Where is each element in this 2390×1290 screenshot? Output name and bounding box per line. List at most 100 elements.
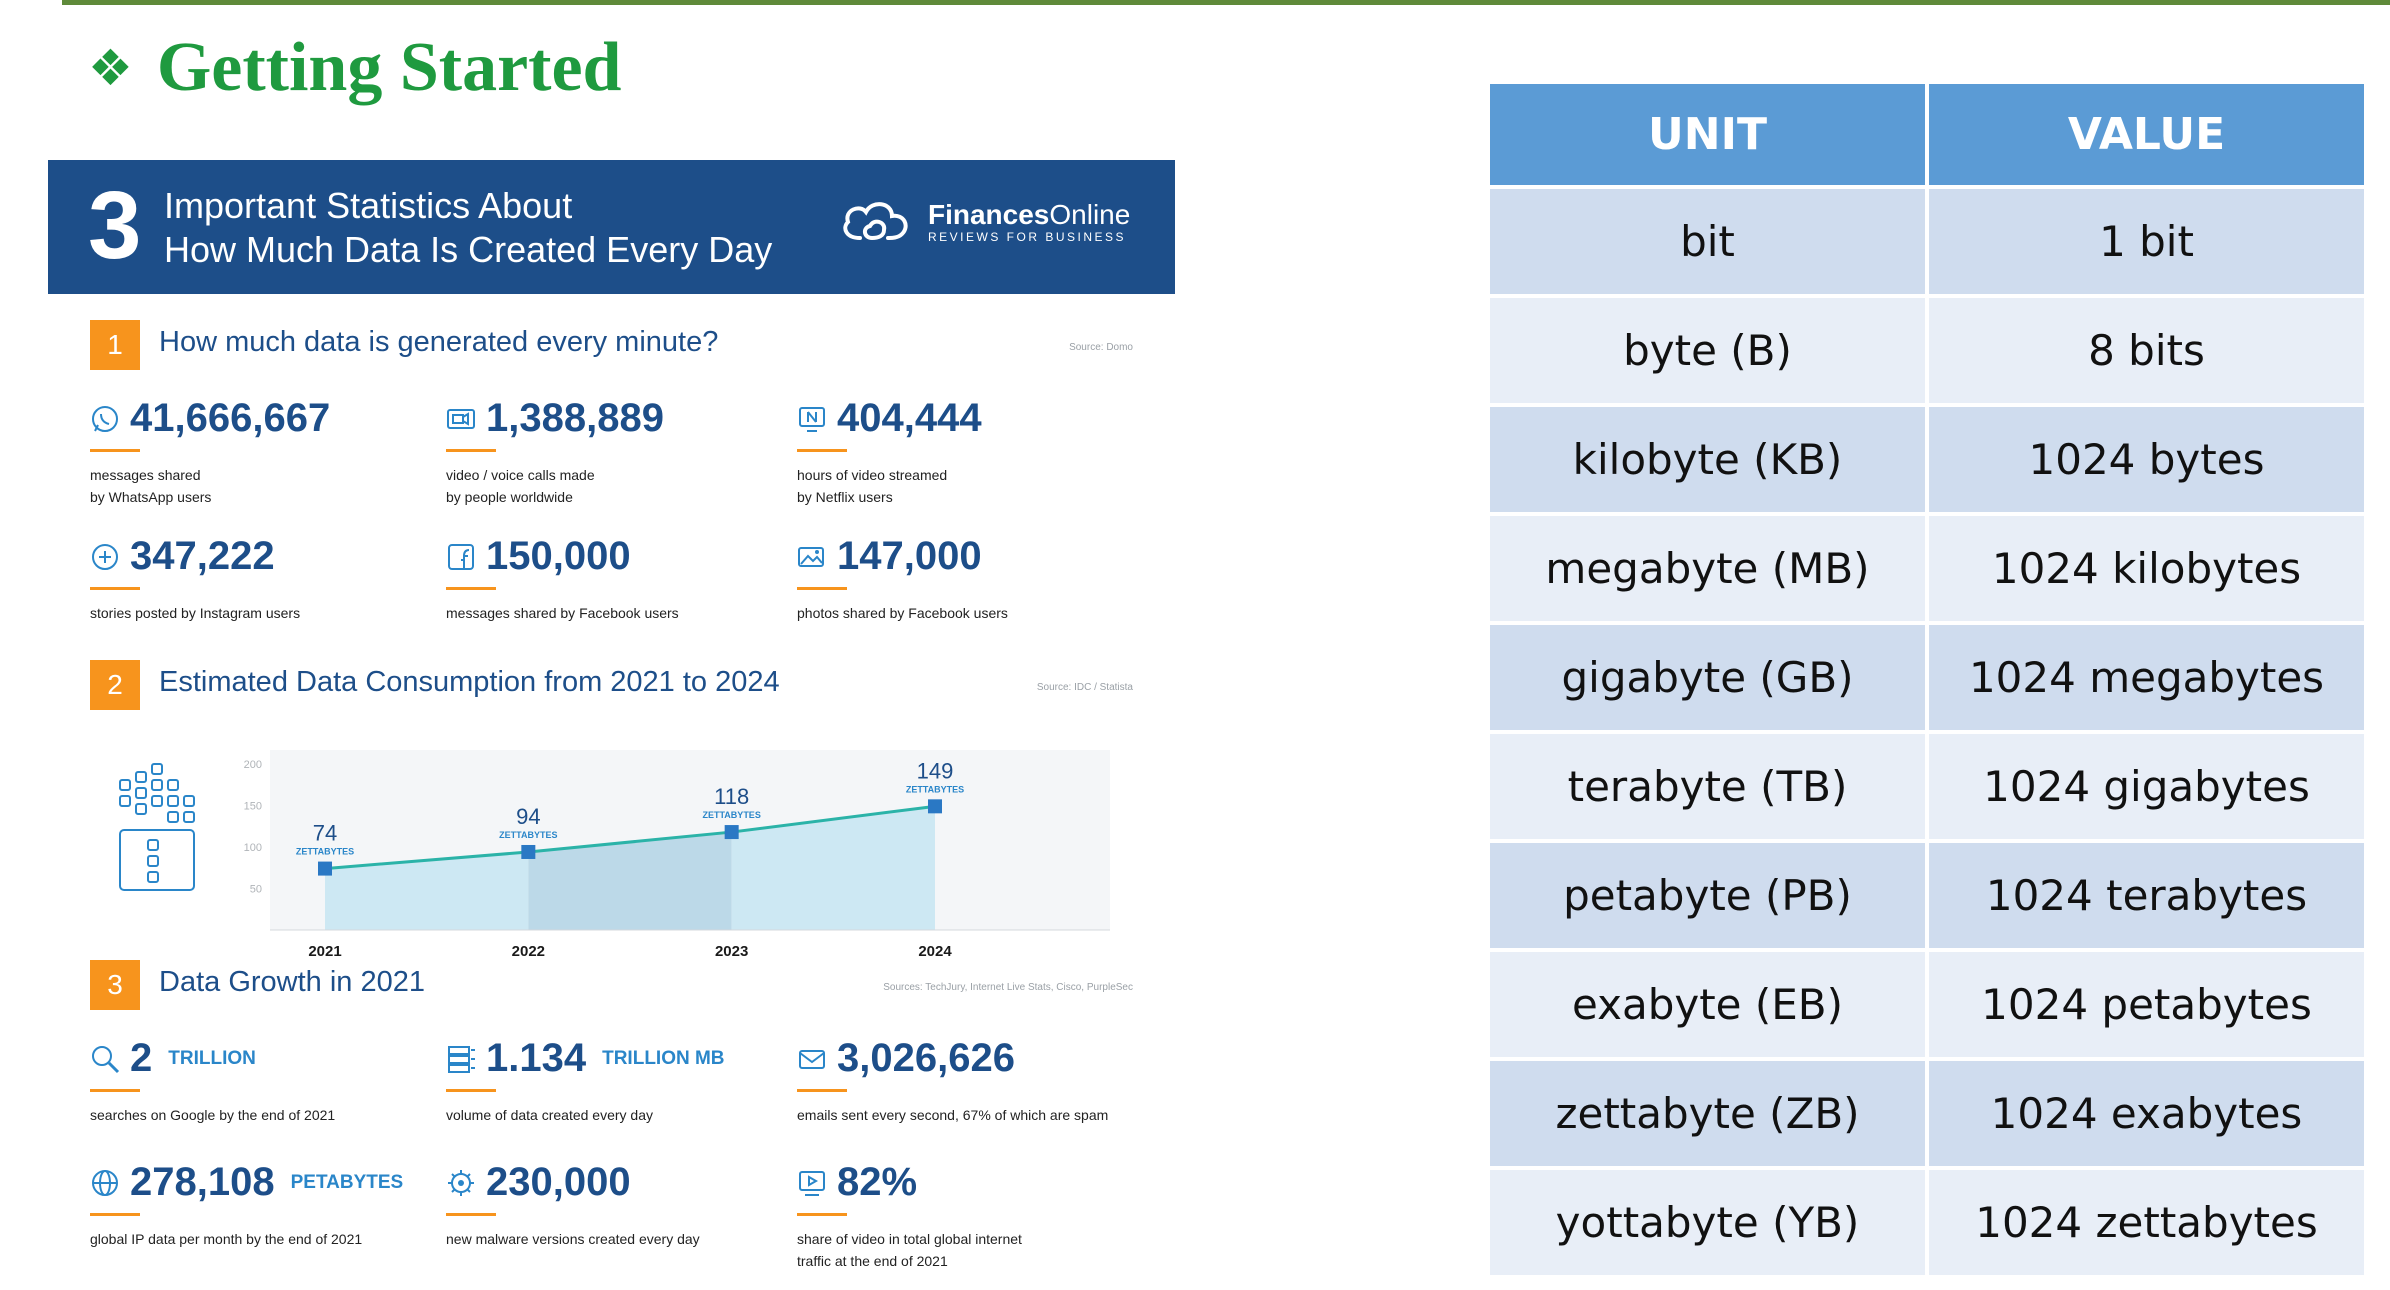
- data-units-table: UNIT VALUE bit 1 bit byte (B) 8 bits kilob…: [1486, 80, 2368, 1279]
- y-tick-label: 100: [244, 842, 262, 854]
- stat-label: photos shared by Facebook users: [797, 605, 1008, 621]
- stat-unit: TRILLION MB: [602, 1047, 725, 1069]
- slide-title: ❖ Getting Started: [88, 28, 621, 108]
- stat-underline: [797, 449, 847, 452]
- unit-cell: exabyte (EB): [1490, 952, 1925, 1057]
- stat-value: 147,000: [837, 534, 982, 578]
- stat-google-searches: 2 TRILLION searches on Google by the end …: [90, 1036, 430, 1126]
- stat-data-volume: 1.134 TRILLION MB volume of data created …: [446, 1036, 806, 1126]
- stat-label: global IP data per month by the end of 2…: [90, 1231, 363, 1247]
- section-number: 2: [90, 660, 140, 710]
- globe-icon: [92, 1169, 118, 1196]
- table-row: byte (B) 8 bits: [1490, 298, 2364, 403]
- y-tick-label: 150: [244, 801, 262, 813]
- value-cell: 8 bits: [1929, 298, 2364, 403]
- section-source: Source: IDC / Statista: [1036, 682, 1133, 693]
- stat-video-calls: 1,388,889 video / voice calls made by pe…: [446, 396, 786, 508]
- logo-tagline: REVIEWS FOR BUSINESS: [928, 230, 1127, 244]
- y-tick-label: 50: [250, 884, 262, 896]
- unit-cell: yottabyte (YB): [1490, 1170, 1925, 1275]
- plus-circle-icon: [92, 543, 118, 570]
- stat-value: 41,666,667: [130, 396, 331, 440]
- table-row: kilobyte (KB) 1024 bytes: [1490, 407, 2364, 512]
- section-number: 3: [90, 960, 140, 1010]
- header-title: Important Statistics About How Much Data…: [164, 184, 772, 272]
- virus-icon: [448, 1169, 474, 1196]
- stat-value: 278,108: [130, 1160, 275, 1204]
- section-minute-data: 1 How much data is generated every minut…: [90, 320, 1133, 790]
- y-tick-label: 200: [244, 759, 262, 771]
- stat-value: 3,026,626: [837, 1036, 1015, 1080]
- section-title: Data Growth in 2021: [159, 966, 425, 998]
- table-row: gigabyte (GB) 1024 megabytes: [1490, 625, 2364, 730]
- data-label: 94: [516, 804, 540, 829]
- section-title: How much data is generated every minute?: [159, 326, 719, 358]
- netflix-icon: [799, 406, 825, 432]
- video-call-icon: [447, 408, 475, 429]
- stat-value: 1,388,889: [486, 396, 664, 440]
- value-cell: 1024 kilobytes: [1929, 516, 2364, 621]
- cloud-logo-icon: [843, 202, 908, 240]
- stat-unit: TRILLION: [168, 1047, 256, 1069]
- stat-emails: 3,026,626 emails sent every second, 67% …: [797, 1036, 1137, 1126]
- stat-facebook-photos: 147,000 photos shared by Facebook users: [797, 534, 1137, 624]
- stat-underline: [446, 587, 496, 590]
- whatsapp-icon: [92, 405, 118, 432]
- unit-cell: bit: [1490, 189, 1925, 294]
- photo-icon: [798, 546, 824, 567]
- data-label-unit: ZETTABYTES: [702, 810, 760, 820]
- play-icon: [799, 1170, 825, 1196]
- x-tick-label: 2024: [918, 943, 952, 960]
- value-cell: 1 bit: [1929, 189, 2364, 294]
- infographic: 3 Important Statistics About How Much Da…: [48, 160, 1175, 1288]
- x-tick-label: 2021: [308, 943, 341, 960]
- stat-facebook-messages: 150,000 messages shared by Facebook user…: [446, 534, 786, 624]
- search-icon: [92, 1045, 120, 1073]
- value-cell: 1024 megabytes: [1929, 625, 2364, 730]
- stat-underline: [90, 449, 140, 452]
- section-source: Source: Domo: [1069, 342, 1133, 353]
- section-number: 1: [90, 320, 140, 370]
- stat-label: hours of video streamed by Netflix users: [797, 467, 948, 505]
- x-tick-label: 2022: [512, 943, 545, 960]
- unit-cell: petabyte (PB): [1490, 843, 1925, 948]
- stat-malware: 230,000 new malware versions created eve…: [446, 1160, 786, 1250]
- stat-instagram: 347,222 stories posted by Instagram user…: [90, 534, 430, 624]
- stat-unit: PETABYTES: [290, 1171, 404, 1193]
- data-label-unit: ZETTABYTES: [499, 830, 557, 840]
- stat-value: 150,000: [486, 534, 631, 578]
- stat-underline: [446, 449, 496, 452]
- stat-label: video / voice calls made by people world…: [446, 467, 595, 505]
- value-cell: 1024 gigabytes: [1929, 734, 2364, 839]
- stat-underline: [446, 1213, 496, 1216]
- series-line: [324, 804, 936, 871]
- data-consumption-chart: 5010015020074ZETTABYTES202194ZETTABYTES2…: [244, 750, 1110, 960]
- data-point: [928, 799, 942, 814]
- column-header-unit: UNIT: [1490, 84, 1925, 185]
- value-cell: 1024 zettabytes: [1929, 1170, 2364, 1275]
- stat-whatsapp: 41,666,667 messages shared by WhatsApp u…: [90, 396, 430, 508]
- value-cell: 1024 terabytes: [1929, 843, 2364, 948]
- table-row: megabyte (MB) 1024 kilobytes: [1490, 516, 2364, 621]
- stat-value: 1.134: [486, 1036, 587, 1080]
- stat-underline: [90, 587, 140, 590]
- table-row: yottabyte (YB) 1024 zettabytes: [1490, 1170, 2364, 1275]
- unit-cell: byte (B): [1490, 298, 1925, 403]
- table-header-row: UNIT VALUE: [1490, 84, 2364, 185]
- section-data-consumption: 2 Estimated Data Consumption from 2021 t…: [90, 660, 1133, 960]
- header-title-line1: Important Statistics About: [164, 185, 573, 226]
- stat-video-share: 82% share of video in total global inter…: [797, 1160, 1137, 1272]
- unit-cell: kilobyte (KB): [1490, 407, 1925, 512]
- stat-underline: [90, 1213, 140, 1216]
- top-accent-bar: [62, 0, 2390, 5]
- section-source: Sources: TechJury, Internet Live Stats, …: [883, 982, 1133, 993]
- stat-value: 347,222: [130, 534, 275, 578]
- table-row: petabyte (PB) 1024 terabytes: [1490, 843, 2364, 948]
- stat-label: messages shared by WhatsApp users: [90, 467, 212, 505]
- stat-netflix: 404,444 hours of video streamed by Netfl…: [797, 396, 1137, 508]
- unit-cell: zettabyte (ZB): [1490, 1061, 1925, 1166]
- stat-underline: [90, 1089, 140, 1092]
- area-segment: [528, 832, 732, 930]
- data-label-unit: ZETTABYTES: [296, 847, 354, 857]
- email-icon: [799, 1049, 825, 1069]
